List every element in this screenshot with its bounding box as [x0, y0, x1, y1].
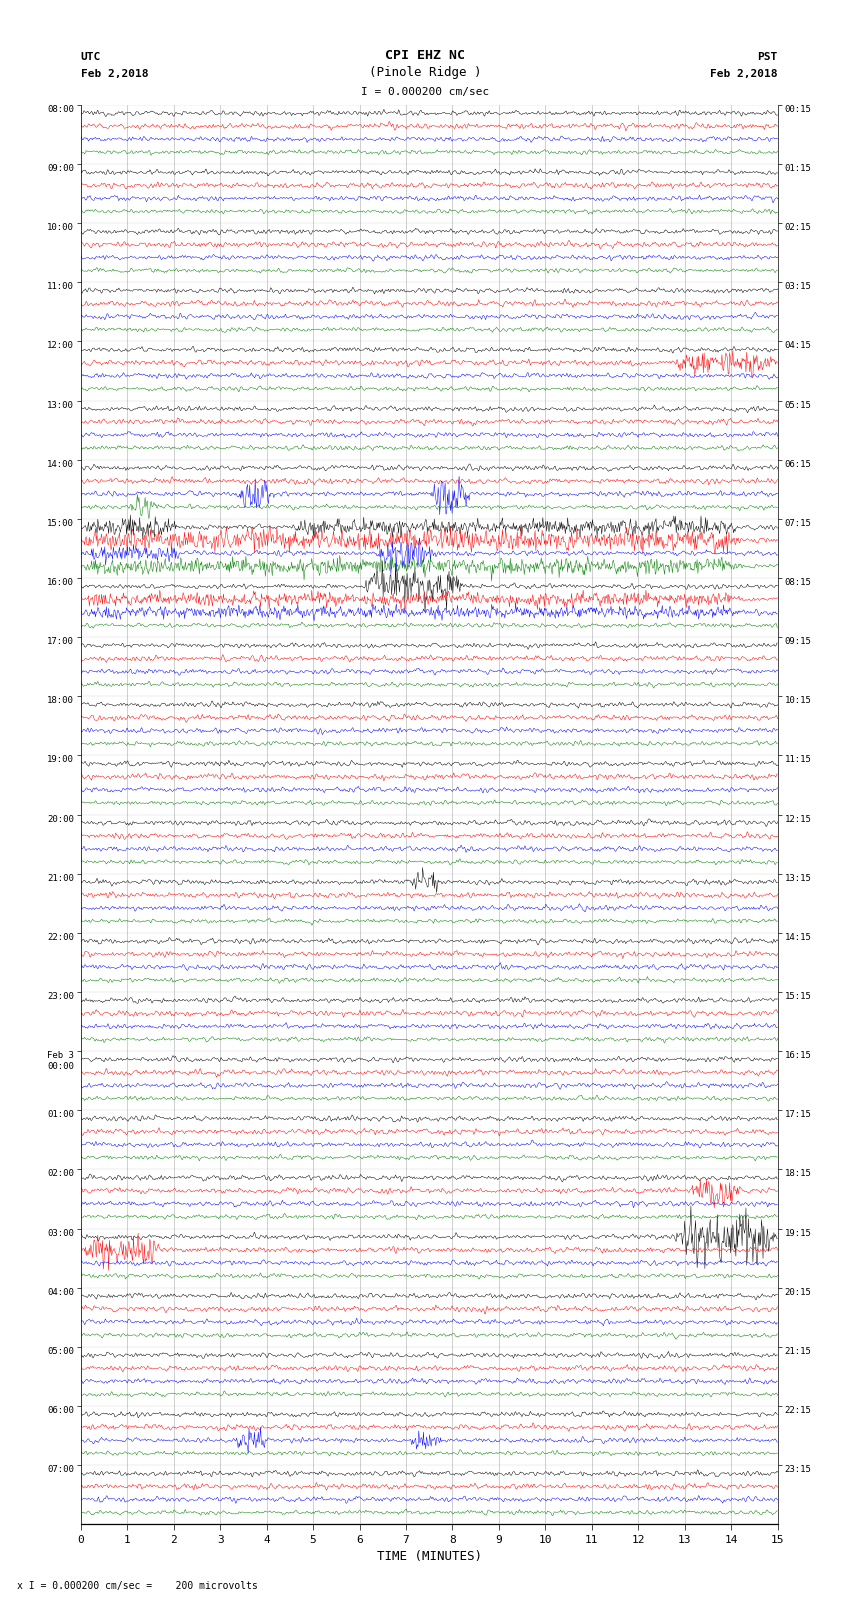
X-axis label: TIME (MINUTES): TIME (MINUTES): [377, 1550, 482, 1563]
Text: Feb 2,2018: Feb 2,2018: [81, 69, 148, 79]
Text: PST: PST: [757, 52, 778, 63]
Text: CPI EHZ NC: CPI EHZ NC: [385, 48, 465, 63]
Text: I = 0.000200 cm/sec: I = 0.000200 cm/sec: [361, 87, 489, 97]
Text: UTC: UTC: [81, 52, 101, 63]
Text: Feb 2,2018: Feb 2,2018: [711, 69, 778, 79]
Text: (Pinole Ridge ): (Pinole Ridge ): [369, 66, 481, 79]
Text: x I = 0.000200 cm/sec =    200 microvolts: x I = 0.000200 cm/sec = 200 microvolts: [17, 1581, 258, 1590]
